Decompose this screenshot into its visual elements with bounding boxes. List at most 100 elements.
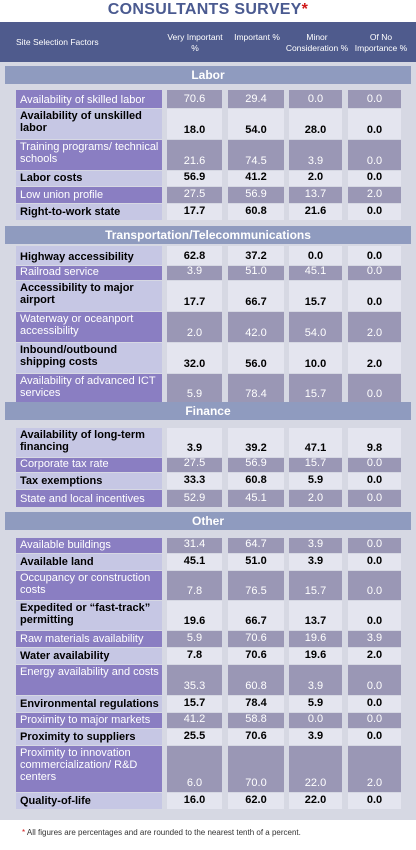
value-minor-consideration: 47.1 [304, 442, 327, 454]
value-cell-very-important: 3.9 [167, 428, 222, 457]
value-cell-important: 39.2 [228, 428, 284, 457]
value-cell-no-importance: 2.0 [348, 648, 401, 664]
value-cell-no-importance: 0.0 [348, 554, 401, 570]
value-cell-important: 62.0 [228, 793, 284, 809]
value-very-important: 5.9 [186, 632, 203, 644]
value-very-important: 17.7 [183, 205, 206, 217]
value-very-important: 52.9 [183, 492, 206, 504]
footnote-text: All figures are percentages and are roun… [26, 828, 301, 837]
value-minor-consideration: 19.6 [304, 649, 327, 661]
column-header-minor-consideration: Minor Consideration % [285, 32, 349, 53]
value-cell-important: 60.8 [228, 204, 284, 220]
value-cell-no-importance: 0.0 [348, 601, 401, 630]
table-row: Proximity to suppliers 25.5 70.6 3.9 0.0 [0, 729, 416, 746]
value-important: 56.9 [245, 457, 267, 469]
factor-cell: Availability of unskilled labor [16, 109, 162, 139]
value-cell-very-important: 70.6 [167, 90, 222, 108]
factor-cell: Proximity to innovation commercializatio… [16, 746, 162, 792]
value-cell-minor-consideration: 13.7 [289, 601, 342, 630]
table-row: Railroad service 3.9 51.0 45.1 0.0 [0, 265, 416, 281]
value-cell-minor-consideration: 22.0 [289, 793, 342, 809]
value-cell-minor-consideration: 54.0 [289, 312, 342, 342]
value-cell-no-importance: 0.0 [348, 473, 401, 489]
value-cell-minor-consideration: 0.0 [289, 246, 342, 265]
value-cell-no-importance: 0.0 [348, 490, 401, 507]
value-cell-very-important: 41.2 [167, 713, 222, 728]
value-cell-important: 45.1 [228, 490, 284, 507]
table-row: Proximity to innovation commercializatio… [0, 746, 416, 793]
value-cell-important: 41.2 [228, 171, 284, 186]
table-row: Training programs/ technical schools 21.6… [0, 140, 416, 171]
factor-cell: Availability of skilled labor [16, 90, 162, 108]
value-minor-consideration: 28.0 [304, 124, 327, 136]
value-cell-important: 56.9 [228, 457, 284, 472]
value-cell-no-importance: 0.0 [348, 265, 401, 280]
factor-cell: Accessibility to major airport [16, 281, 162, 311]
factor-label: State and local incentives [20, 493, 145, 505]
value-no-importance: 2.0 [366, 777, 383, 789]
value-cell-minor-consideration: 2.0 [289, 171, 342, 186]
table-header: Site Selection Factors Very Important % … [0, 22, 416, 62]
value-cell-minor-consideration: 3.9 [289, 538, 342, 553]
value-important: 70.6 [245, 730, 267, 742]
factor-label: Occupancy or construction costs [20, 572, 151, 596]
table-row: Proximity to major markets 41.2 58.8 0.0 0.0 [0, 713, 416, 729]
value-minor-consideration: 0.0 [307, 713, 324, 725]
value-cell-minor-consideration: 21.6 [289, 204, 342, 220]
value-cell-minor-consideration: 19.6 [289, 631, 342, 647]
factor-cell: Proximity to major markets [16, 713, 162, 728]
value-important: 60.8 [245, 680, 267, 692]
value-cell-minor-consideration: 45.1 [289, 265, 342, 280]
value-no-importance: 2.0 [366, 327, 383, 339]
value-no-importance: 9.8 [366, 442, 383, 454]
table-row: Highway accessibility 62.8 37.2 0.0 0.0 [0, 246, 416, 266]
value-cell-no-importance: 0.0 [348, 140, 401, 170]
value-cell-important: 70.6 [228, 631, 284, 647]
value-cell-important: 58.8 [228, 713, 284, 728]
value-important: 66.7 [245, 615, 267, 627]
value-very-important: 62.8 [183, 250, 206, 262]
value-minor-consideration: 2.0 [307, 171, 324, 183]
value-very-important: 31.4 [183, 538, 206, 550]
factor-label: Expedited or “fast-track” permitting [20, 602, 151, 626]
value-cell-minor-consideration: 0.0 [289, 713, 342, 728]
value-very-important: 17.7 [183, 296, 206, 308]
value-important: 39.2 [245, 442, 267, 454]
factor-cell: Available land [16, 554, 162, 570]
value-no-importance: 0.0 [366, 555, 383, 567]
value-minor-consideration: 21.6 [304, 205, 327, 217]
factor-label: Availability of long-term financing [20, 429, 145, 453]
title-text: CONSULTANTS SURVEY [107, 1, 302, 18]
title-asterisk: * [301, 1, 309, 18]
factor-label: Availability of unskilled labor [20, 110, 142, 134]
value-no-importance: 0.0 [366, 205, 383, 217]
value-cell-no-importance: 0.0 [348, 109, 401, 139]
table-row: State and local incentives 52.9 45.1 2.0 0.0 [0, 490, 416, 508]
value-cell-important: 29.4 [228, 90, 284, 108]
section-header-labor: Labor [5, 66, 411, 84]
value-important: 76.5 [245, 585, 267, 597]
factor-cell: Energy availability and costs [16, 665, 162, 695]
value-important: 78.4 [245, 388, 267, 400]
table-row: Raw materials availability 5.9 70.6 19.6 3.9 [0, 631, 416, 648]
value-cell-very-important: 25.5 [167, 729, 222, 745]
value-no-importance: 0.0 [366, 124, 383, 136]
value-very-important: 5.9 [186, 388, 203, 400]
value-important: 42.0 [245, 327, 267, 339]
table-row: Low union profile 27.5 56.9 13.7 2.0 [0, 187, 416, 204]
value-very-important: 18.0 [183, 124, 206, 136]
value-minor-consideration: 0.0 [307, 93, 324, 105]
value-cell-minor-consideration: 2.0 [289, 490, 342, 507]
value-cell-no-importance: 2.0 [348, 746, 401, 792]
value-cell-very-important: 52.9 [167, 490, 222, 507]
value-very-important: 27.5 [183, 457, 206, 469]
value-cell-important: 66.7 [228, 601, 284, 630]
value-cell-minor-consideration: 10.0 [289, 343, 342, 373]
factor-cell: Environmental regulations [16, 696, 162, 712]
value-cell-no-importance: 0.0 [348, 793, 401, 809]
value-cell-very-important: 5.9 [167, 374, 222, 403]
factor-cell: State and local incentives [16, 490, 162, 507]
value-cell-no-importance: 0.0 [348, 713, 401, 728]
value-cell-very-important: 7.8 [167, 571, 222, 600]
value-no-importance: 0.0 [366, 492, 383, 504]
